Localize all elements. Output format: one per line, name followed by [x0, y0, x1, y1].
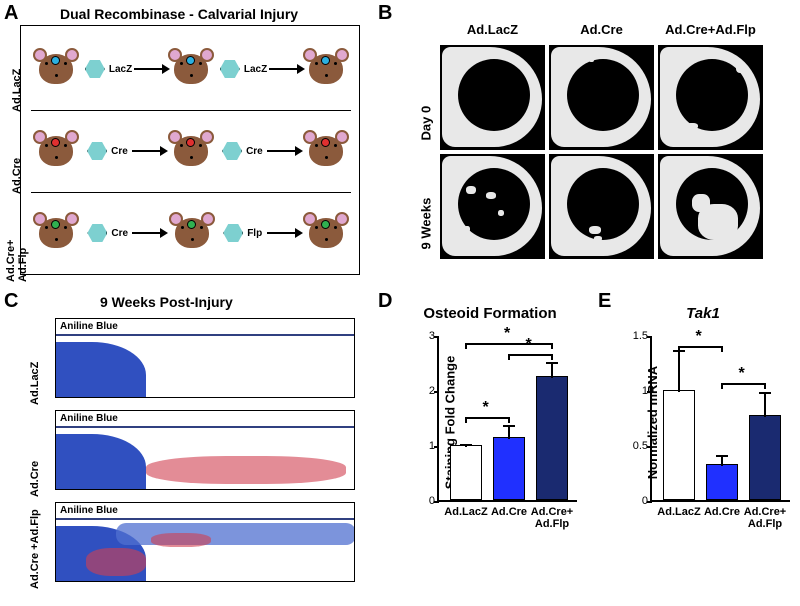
- sig-star: *: [483, 399, 489, 417]
- mouse-icon: [167, 212, 217, 254]
- virus-label: Cre: [111, 146, 128, 157]
- mouse-icon: [166, 130, 216, 172]
- histology-image: Aniline Blue: [55, 502, 355, 582]
- virus-label: LacZ: [244, 64, 267, 75]
- mouse-icon: [166, 48, 216, 90]
- virus-label: Cre: [111, 228, 128, 239]
- stain-label: Aniline Blue: [60, 505, 118, 516]
- panel-b-row-label: 9 Weeks: [419, 170, 434, 250]
- histology-image: Aniline Blue: [55, 318, 355, 398]
- sig-line: [722, 383, 765, 385]
- mouse-icon: [301, 48, 351, 90]
- panel-c-label: C: [4, 290, 18, 313]
- ct-image: [658, 45, 763, 150]
- y-tick-label: 0.5: [624, 440, 648, 452]
- panel-a-row: LacZ LacZ: [31, 34, 351, 104]
- ct-image: [549, 154, 654, 259]
- virus-icon: Cre: [85, 221, 128, 245]
- chart-title: Osteoid Formation: [395, 305, 585, 322]
- virus-label: LacZ: [109, 64, 132, 75]
- arrow-icon: [267, 150, 297, 152]
- panel-c-row-label: Ad.Cre +Ad.Flp: [29, 499, 41, 589]
- virus-label: Cre: [246, 146, 263, 157]
- ct-image: [658, 154, 763, 259]
- virus-icon: Flp: [221, 221, 262, 245]
- plot-area: 00.511.5Ad.LacZAd.CreAd.Cre+ Ad.Flp**: [650, 337, 790, 502]
- panel-a-row-label: Ad.LacZ: [11, 32, 23, 112]
- bar: [450, 445, 482, 500]
- panel-c-row-label: Ad.LacZ: [29, 315, 41, 405]
- sig-line: [466, 417, 509, 419]
- chart-d: Osteoid FormationStaining Fold Change012…: [395, 305, 585, 565]
- panel-a-row: Cre Cre: [31, 116, 351, 186]
- ct-image: [549, 45, 654, 150]
- arrow-icon: [267, 232, 297, 234]
- arrow-icon: [269, 68, 299, 70]
- panel-b-col-label: Ad.Cre: [549, 22, 654, 37]
- y-tick-label: 0: [624, 495, 648, 507]
- panel-b-col-label: Ad.Cre+Ad.Flp: [658, 22, 763, 37]
- sig-star: *: [739, 365, 745, 383]
- y-tick-label: 1: [624, 385, 648, 397]
- y-tick-label: 1.5: [624, 330, 648, 342]
- panel-a-row-label: Ad.Cre: [11, 114, 23, 194]
- ct-image: [440, 154, 545, 259]
- bar: [749, 415, 781, 500]
- panel-b-ct: Ad.LacZ Ad.Cre Ad.Cre+Ad.Flp Day 0 9 Weeks: [400, 20, 780, 280]
- arrow-icon: [134, 68, 164, 70]
- panel-b-label: B: [378, 2, 392, 25]
- stain-label: Aniline Blue: [60, 321, 118, 332]
- panel-a-diagram: Ad.LacZLacZLacZAd.CreCreCreAd.Cre+ Ad.Fl…: [20, 25, 360, 275]
- panel-a-label: A: [4, 2, 18, 25]
- virus-icon: Cre: [220, 139, 263, 163]
- sig-star: *: [526, 336, 532, 354]
- virus-icon: Cre: [85, 139, 128, 163]
- bar: [706, 464, 738, 500]
- panel-d-label: D: [378, 290, 392, 313]
- sig-star: *: [504, 325, 510, 343]
- y-tick-label: 0: [411, 495, 435, 507]
- bar: [493, 437, 525, 500]
- y-tick-label: 3: [411, 330, 435, 342]
- arrow-icon: [132, 150, 162, 152]
- panel-a-row: Cre Flp: [31, 198, 351, 268]
- sig-line: [509, 354, 552, 356]
- mouse-icon: [31, 48, 81, 90]
- stain-label: Aniline Blue: [60, 413, 118, 424]
- sig-star: *: [696, 328, 702, 346]
- chart-title: Tak1: [608, 305, 798, 322]
- panel-a-row-label: Ad.Cre+ Ad.Flp: [5, 202, 29, 282]
- mouse-icon: [31, 130, 81, 172]
- mouse-icon: [301, 130, 351, 172]
- panel-c-row-label: Ad.Cre: [29, 407, 41, 497]
- ct-grid: [440, 45, 763, 259]
- panel-b-row-label: Day 0: [419, 61, 434, 141]
- chart-e: Tak1Normalized mRNA00.511.5Ad.LacZAd.Cre…: [608, 305, 798, 565]
- bar: [663, 390, 695, 500]
- mouse-icon: [31, 212, 81, 254]
- mouse-icon: [301, 212, 351, 254]
- sig-line: [466, 343, 552, 345]
- arrow-icon: [132, 232, 162, 234]
- divider: [31, 110, 351, 111]
- divider: [31, 192, 351, 193]
- virus-icon: LacZ: [83, 57, 132, 81]
- virus-icon: LacZ: [218, 57, 267, 81]
- sig-line: [679, 346, 722, 348]
- ct-image: [440, 45, 545, 150]
- panel-a-title: Dual Recombinase - Calvarial Injury: [60, 6, 298, 22]
- x-tick-label: Ad.Cre+ Ad.Flp: [737, 506, 793, 530]
- y-tick-label: 1: [411, 440, 435, 452]
- virus-label: Flp: [247, 228, 262, 239]
- histology-image: Aniline Blue: [55, 410, 355, 490]
- panel-b-col-label: Ad.LacZ: [440, 22, 545, 37]
- panel-c-histology: Ad.LacZ Aniline Blue Ad.Cre Aniline Blue Ad.…: [20, 300, 360, 590]
- plot-area: 0123Ad.LacZAd.CreAd.Cre+ Ad.Flp***: [437, 337, 577, 502]
- x-tick-label: Ad.Cre+ Ad.Flp: [524, 506, 580, 530]
- y-tick-label: 2: [411, 385, 435, 397]
- bar: [536, 376, 568, 500]
